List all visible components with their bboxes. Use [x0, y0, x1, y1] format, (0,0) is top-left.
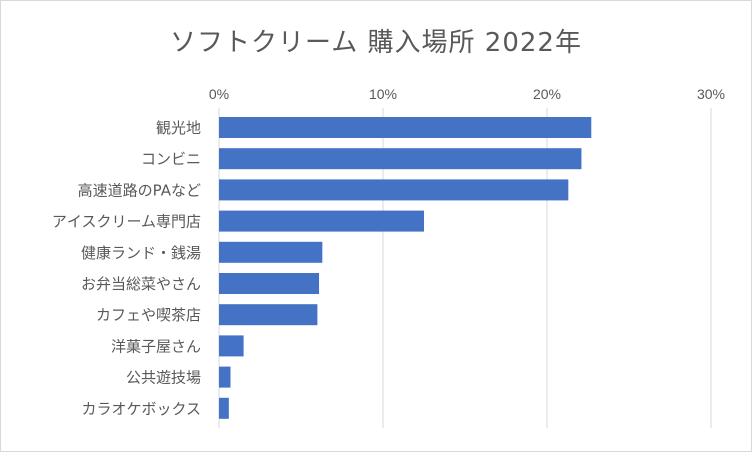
- bar: [219, 397, 229, 419]
- category-label: お弁当総菜やさん: [81, 275, 201, 293]
- category-label: アイスクリーム専門店: [52, 213, 201, 231]
- category-label: 観光地: [156, 119, 201, 137]
- x-axis-ticks: 0% 10% 20% 30%: [209, 86, 725, 102]
- bar: [219, 366, 231, 388]
- category-label: 高速道路のPAなど: [78, 181, 201, 199]
- category-label: カフェや喫茶店: [96, 306, 201, 324]
- x-tick-label: 30%: [697, 86, 725, 102]
- category-label: 健康ランド・銭湯: [81, 244, 201, 262]
- bar: [219, 179, 569, 201]
- category-label: 公共遊技場: [126, 369, 201, 387]
- category-label: コンビニ: [141, 150, 201, 168]
- x-tick-label: 0%: [209, 86, 229, 102]
- x-tick-label: 10%: [369, 86, 397, 102]
- bar: [219, 335, 244, 357]
- bar: [219, 241, 323, 263]
- bar: [219, 304, 318, 326]
- x-tick-label: 20%: [533, 86, 561, 102]
- bar: [219, 148, 582, 170]
- chart-title: ソフトクリーム 購入場所 2022年: [170, 28, 582, 58]
- bar: [219, 273, 320, 294]
- bar: [219, 210, 424, 232]
- category-label: 洋菓子屋さん: [111, 337, 201, 355]
- bar: [219, 117, 592, 138]
- category-labels: 観光地コンビニ高速道路のPAなどアイスクリーム専門店健康ランド・銭湯お弁当総菜や…: [52, 119, 201, 418]
- bars: [219, 117, 592, 419]
- category-label: カラオケボックス: [81, 400, 201, 418]
